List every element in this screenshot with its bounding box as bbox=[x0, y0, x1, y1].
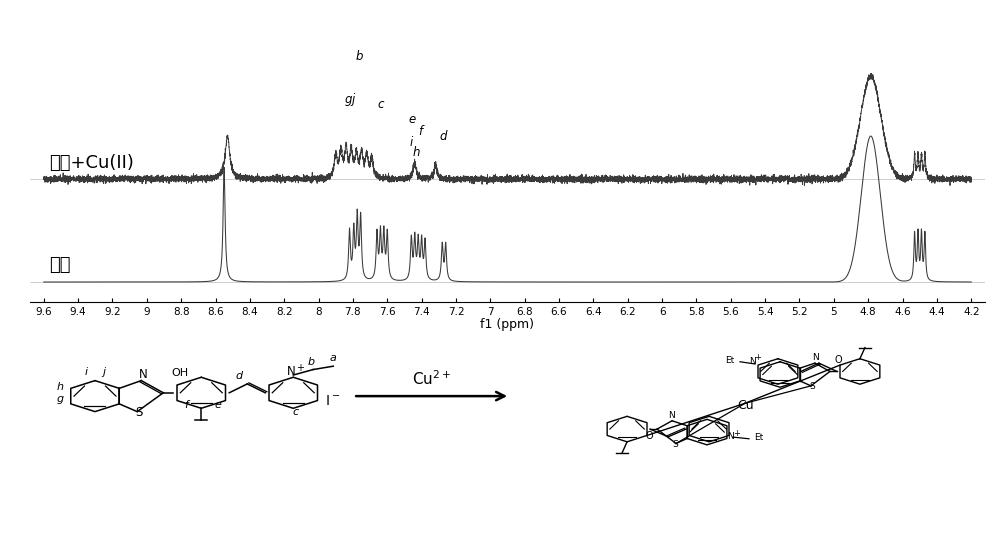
Text: O: O bbox=[645, 432, 653, 442]
Text: +: + bbox=[296, 363, 304, 373]
Text: N: N bbox=[749, 357, 755, 366]
Text: g: g bbox=[345, 93, 352, 106]
Text: j: j bbox=[102, 367, 105, 377]
Text: d: d bbox=[236, 372, 243, 382]
Text: e: e bbox=[215, 399, 221, 409]
Text: S: S bbox=[672, 440, 678, 449]
Text: h: h bbox=[56, 382, 63, 392]
Text: O: O bbox=[834, 356, 842, 366]
Text: i: i bbox=[410, 136, 413, 150]
Text: +: + bbox=[734, 429, 740, 438]
Text: Et: Et bbox=[725, 356, 735, 365]
Text: 探针+Cu(II): 探针+Cu(II) bbox=[49, 153, 134, 172]
Text: f: f bbox=[418, 125, 422, 138]
Text: j: j bbox=[351, 93, 354, 106]
Text: N: N bbox=[139, 368, 148, 381]
Text: d: d bbox=[439, 130, 447, 143]
Text: i: i bbox=[85, 367, 88, 377]
Text: Cu: Cu bbox=[738, 399, 754, 412]
Text: h: h bbox=[413, 146, 420, 159]
Text: b: b bbox=[355, 50, 363, 63]
Text: +: + bbox=[755, 353, 761, 362]
X-axis label: f1 (ppm): f1 (ppm) bbox=[480, 318, 534, 331]
Text: a: a bbox=[330, 353, 337, 363]
Text: g: g bbox=[56, 394, 64, 404]
Text: c: c bbox=[292, 407, 298, 417]
Text: N: N bbox=[813, 353, 819, 362]
Text: Et: Et bbox=[754, 433, 764, 442]
Text: b: b bbox=[308, 357, 315, 367]
Text: OH: OH bbox=[171, 368, 188, 378]
Text: e: e bbox=[409, 113, 416, 126]
Text: N: N bbox=[287, 365, 296, 377]
Text: N: N bbox=[728, 432, 734, 442]
Text: f: f bbox=[184, 399, 188, 409]
Text: 探针: 探针 bbox=[49, 257, 70, 274]
Text: Cu$^{2+}$: Cu$^{2+}$ bbox=[412, 370, 451, 388]
Text: S: S bbox=[809, 382, 815, 391]
Text: c: c bbox=[377, 98, 384, 111]
Text: N: N bbox=[668, 411, 674, 420]
Text: S: S bbox=[136, 406, 143, 418]
Text: I$^-$: I$^-$ bbox=[325, 394, 340, 408]
